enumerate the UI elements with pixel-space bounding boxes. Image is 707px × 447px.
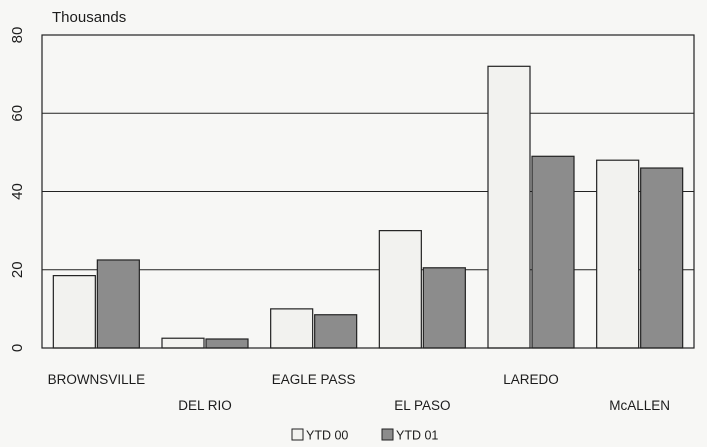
legend-label-ytd00: YTD 00 bbox=[306, 429, 348, 443]
bar-ytd00 bbox=[52, 275, 96, 349]
legend-label-ytd01: YTD 01 bbox=[396, 429, 438, 443]
bar-ytd01 bbox=[314, 314, 358, 349]
plot-border bbox=[41, 34, 695, 349]
bars bbox=[52, 65, 684, 349]
bar-ytd01 bbox=[640, 167, 684, 349]
y-tick-label: 40 bbox=[9, 183, 26, 200]
y-tick-label: 0 bbox=[9, 344, 26, 352]
x-category-labels: BROWNSVILLE DEL RIO EAGLE PASS EL PASO LARED… bbox=[48, 372, 670, 413]
x-category-label: BROWNSVILLE bbox=[48, 372, 146, 387]
bar-ytd01 bbox=[422, 267, 466, 349]
x-category-label: LAREDO bbox=[503, 372, 559, 387]
legend-swatch-ytd00 bbox=[291, 428, 304, 441]
bar-ytd00 bbox=[487, 65, 531, 349]
x-category-label: EL PASO bbox=[394, 398, 450, 413]
gridlines bbox=[42, 112, 694, 271]
plot-frame bbox=[41, 34, 695, 349]
bar-ytd01 bbox=[205, 338, 249, 349]
y-axis-unit-label: Thousands bbox=[52, 9, 126, 26]
bar-ytd01 bbox=[531, 155, 575, 349]
x-category-label: McALLEN bbox=[609, 398, 670, 413]
legend: YTD 00 YTD 01 bbox=[291, 428, 438, 443]
y-tick-label: 80 bbox=[9, 27, 26, 44]
bar-ytd00 bbox=[270, 308, 314, 349]
y-tick-labels: 0 20 40 60 80 bbox=[9, 27, 26, 353]
legend-swatch-ytd01 bbox=[381, 428, 394, 441]
x-category-label: EAGLE PASS bbox=[272, 372, 356, 387]
bar-ytd00 bbox=[378, 230, 422, 349]
bar-ytd01 bbox=[96, 259, 140, 349]
y-tick-label: 20 bbox=[9, 261, 26, 278]
x-category-label: DEL RIO bbox=[178, 398, 232, 413]
bar-ytd00 bbox=[596, 159, 640, 349]
y-tick-label: 60 bbox=[9, 105, 26, 122]
bar-ytd00 bbox=[161, 337, 205, 349]
